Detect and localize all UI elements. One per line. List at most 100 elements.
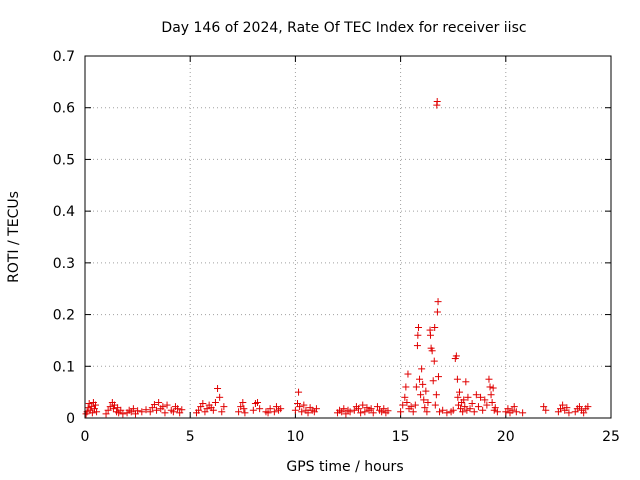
data-point (486, 383, 494, 391)
data-point (477, 393, 485, 401)
data-point (540, 403, 548, 411)
data-point (452, 352, 460, 360)
data-point (479, 406, 487, 414)
data-point (241, 409, 249, 417)
data-point (240, 405, 248, 413)
data-point (432, 391, 440, 399)
data-point (93, 408, 101, 416)
data-point (295, 388, 303, 396)
data-point (134, 407, 142, 415)
data-point (439, 406, 447, 414)
data-point (456, 388, 464, 396)
data-point (138, 408, 146, 416)
plot-frame (84, 55, 612, 419)
data-point (373, 403, 381, 411)
data-point (420, 396, 428, 404)
data-point (416, 375, 424, 383)
data-point (419, 380, 427, 388)
data-point (483, 401, 491, 409)
x-tick-label: 20 (497, 429, 515, 445)
data-point (584, 403, 592, 411)
data-point (508, 406, 516, 414)
data-point (417, 391, 425, 399)
data-point (487, 391, 495, 399)
data-point (272, 403, 280, 411)
y-tick-label: 0.6 (53, 101, 75, 117)
data-point (575, 403, 583, 411)
data-point (277, 405, 285, 413)
data-point (443, 409, 451, 417)
data-point (413, 342, 421, 350)
data-point (429, 377, 437, 385)
data-point (454, 393, 462, 401)
data-point (119, 410, 127, 418)
data-point (468, 400, 476, 408)
data-point (369, 409, 377, 417)
data-point (357, 409, 365, 417)
data-point (409, 408, 417, 416)
data-point (239, 398, 247, 406)
data-point (304, 409, 312, 417)
data-point (489, 384, 497, 392)
x-tick-label: 5 (186, 429, 195, 445)
data-point (256, 405, 264, 413)
data-point (104, 406, 112, 414)
data-point (423, 408, 431, 416)
data-point (397, 408, 405, 416)
data-point (199, 400, 207, 408)
data-point (542, 406, 550, 414)
data-point (491, 404, 499, 412)
data-point (153, 406, 161, 414)
data-point (428, 347, 436, 355)
data-point (117, 406, 125, 414)
data-point (434, 373, 442, 381)
data-point (462, 378, 470, 386)
data-point (460, 396, 468, 404)
data-point (340, 405, 348, 413)
data-point (350, 406, 358, 414)
data-point (169, 408, 177, 416)
data-point (403, 398, 411, 406)
data-point (146, 408, 154, 416)
axis-ticks (84, 55, 612, 419)
data-point (493, 408, 501, 416)
data-point (300, 401, 308, 409)
data-point (414, 324, 422, 331)
data-point (195, 406, 203, 414)
data-point (563, 404, 571, 412)
data-point (433, 98, 441, 106)
data-point (464, 393, 472, 401)
data-point (266, 405, 274, 413)
data-point (402, 383, 410, 391)
grid-lines (85, 56, 611, 418)
data-point (161, 409, 169, 417)
data-point (519, 409, 527, 417)
data-point (559, 401, 567, 409)
y-tick-label: 0.4 (53, 204, 75, 220)
data-point (249, 406, 257, 414)
data-point (384, 407, 392, 415)
data-point (412, 383, 420, 391)
data-point (565, 409, 573, 417)
data-point (159, 403, 167, 411)
data-point (399, 401, 407, 409)
data-point (431, 324, 439, 331)
data-point (424, 398, 432, 406)
data-point (504, 405, 512, 413)
data-point (342, 410, 350, 418)
data-point (414, 331, 422, 339)
data-point (407, 403, 415, 411)
data-point (466, 405, 474, 413)
x-tick-label: 15 (392, 429, 410, 445)
data-point (211, 398, 219, 406)
data-point (461, 403, 469, 411)
data-point (557, 405, 565, 413)
data-point (488, 398, 496, 406)
x-tick-label: 0 (81, 429, 90, 445)
data-point (92, 401, 100, 409)
x-tick-label: 10 (286, 429, 304, 445)
data-point (470, 408, 478, 416)
data-point (296, 403, 304, 411)
y-tick-label: 0.2 (53, 308, 75, 324)
data-point (474, 403, 482, 411)
